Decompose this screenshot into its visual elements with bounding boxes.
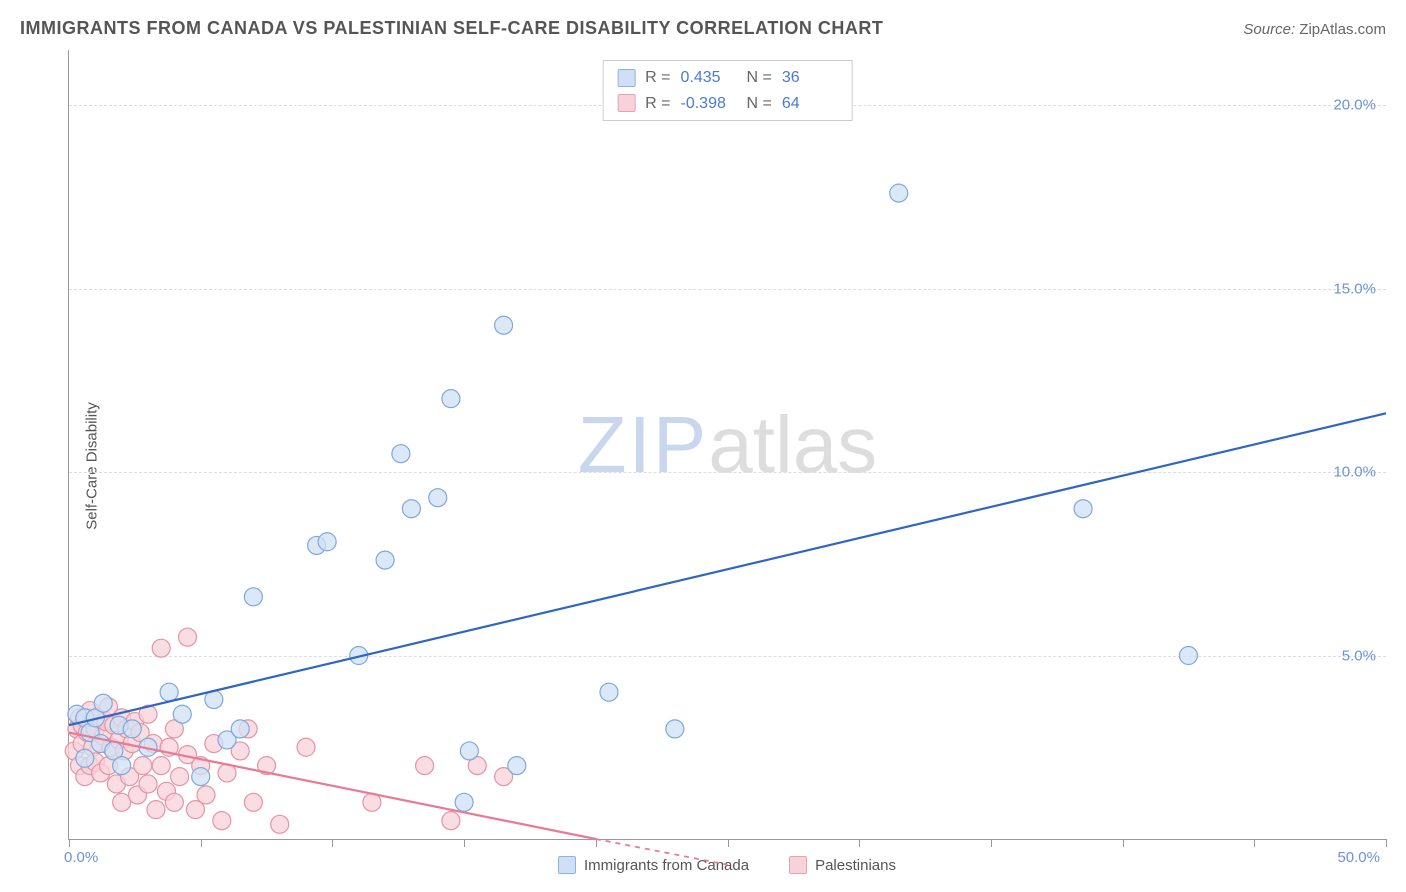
scatter-point [460,742,478,760]
chart-source: Source: ZipAtlas.com [1243,21,1386,38]
scatter-point [1074,500,1092,518]
legend-n-label: N = [747,65,772,91]
scatter-point [600,683,618,701]
scatter-point [165,793,183,811]
legend-n-value: 64 [782,91,838,117]
scatter-point [152,639,170,657]
x-tick [991,839,992,847]
scatter-point [152,757,170,775]
scatter-point [455,793,473,811]
legend-row: R = 0.435 N = 36 [617,65,838,91]
scatter-point [171,768,189,786]
scatter-point [179,628,197,646]
scatter-point [123,720,141,738]
scatter-point [147,801,165,819]
scatter-point [442,812,460,830]
chart-area: Self-Care Disability R =0.435N =36R =-0.… [20,50,1386,882]
legend-swatch [617,69,635,87]
scatter-point [416,757,434,775]
scatter-point [160,683,178,701]
scatter-point [94,694,112,712]
x-tick [859,839,860,847]
legend-r-value: -0.398 [681,91,737,117]
scatter-point [173,705,191,723]
scatter-point [213,812,231,830]
scatter-point [76,749,94,767]
scatter-point [244,588,262,606]
source-label: Source: [1243,21,1295,38]
scatter-point [271,815,289,833]
scatter-point [442,390,460,408]
x-tick [1123,839,1124,847]
scatter-point [429,489,447,507]
legend-r-label: R = [645,91,670,117]
scatter-point [139,775,157,793]
scatter-point [495,316,513,334]
chart-header: IMMIGRANTS FROM CANADA VS PALESTINIAN SE… [20,18,1386,39]
series-legend-label: Immigrants from Canada [584,857,749,874]
scatter-point [666,720,684,738]
scatter-point [244,793,262,811]
scatter-point [376,551,394,569]
scatter-point [197,786,215,804]
scatter-point [318,533,336,551]
legend-swatch [558,856,576,874]
legend-row: R = -0.398 N = 64 [617,91,838,117]
series-legend-item: Immigrants from Canada [558,856,749,874]
series-legend-label: Palestinians [815,857,896,874]
x-tick [596,839,597,847]
plot-region: R =0.435N =36R =-0.398N =64 ZIPatlas 5.0… [68,50,1386,840]
scatter-point [508,757,526,775]
x-tick [201,839,202,847]
legend-n-value: 36 [782,65,838,91]
x-tick [1254,839,1255,847]
x-tick [728,839,729,847]
legend-swatch [617,94,635,112]
chart-title: IMMIGRANTS FROM CANADA VS PALESTINIAN SE… [20,18,883,39]
x-tick [332,839,333,847]
legend-swatch [789,856,807,874]
source-value: ZipAtlas.com [1299,21,1386,38]
scatter-point [297,738,315,756]
scatter-point [402,500,420,518]
scatter-point [392,445,410,463]
correlation-legend-box: R = 0.435 N = 36 R = -0.398 N = 64 [602,60,853,121]
scatter-point [231,720,249,738]
scatter-point [890,184,908,202]
scatter-point [113,757,131,775]
plot-svg [69,50,1386,839]
series-legend-item: Palestinians [789,856,896,874]
legend-r-label: R = [645,65,670,91]
legend-n-label: N = [747,91,772,117]
x-tick [464,839,465,847]
x-tick [1386,839,1387,847]
scatter-point [192,768,210,786]
x-tick [69,839,70,847]
scatter-point [1179,647,1197,665]
legend-r-value: 0.435 [681,65,737,91]
trend-line [69,413,1386,725]
scatter-point [134,757,152,775]
